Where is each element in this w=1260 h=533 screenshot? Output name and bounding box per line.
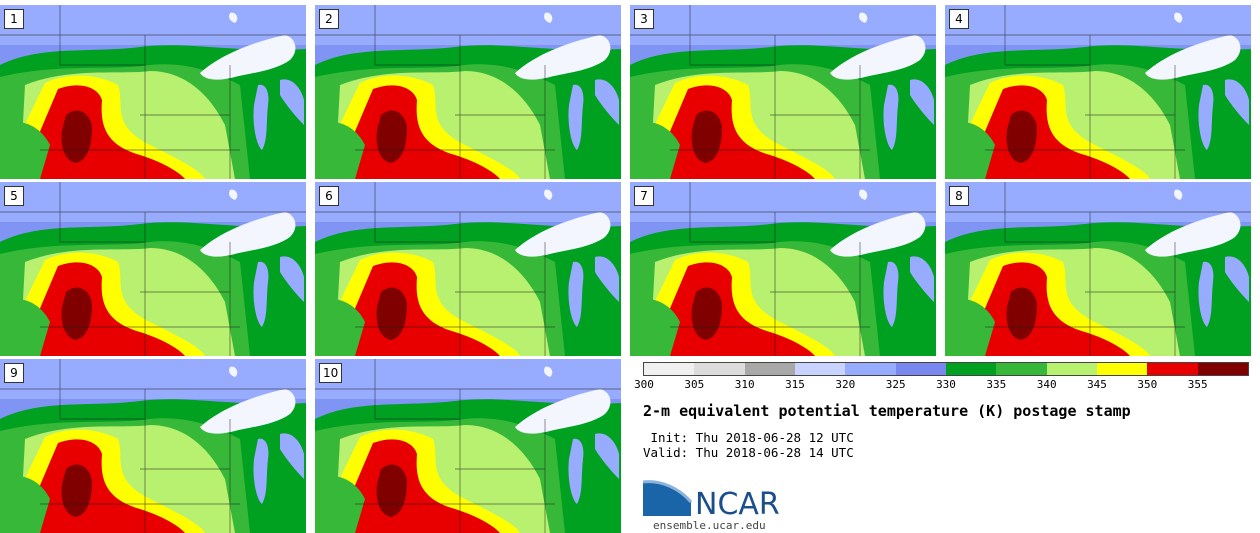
colorbar-ticks: 300 305 310 315 320 325 330 335 340 345 350 355: [634, 378, 1249, 392]
colorbar-tick-label: 315: [785, 378, 805, 391]
colorbar-segment: [1096, 363, 1148, 375]
ensemble-member-map: 10: [315, 359, 621, 533]
map-image: [315, 182, 621, 356]
member-label: 2: [319, 9, 339, 29]
colorbar-tick-label: 325: [885, 378, 906, 391]
colorbar-segment: [644, 363, 695, 375]
map-image: [0, 359, 306, 533]
map-image: [630, 5, 936, 179]
chart-title: 2-m equivalent potential temperature (K)…: [643, 402, 1131, 420]
member-label: 10: [319, 363, 343, 383]
colorbar-segment: [694, 363, 745, 375]
ensemble-member-map: 3: [630, 5, 936, 179]
colorbar-tick-label: 340: [1036, 378, 1057, 391]
colorbar-tick-label: 320: [835, 378, 856, 391]
member-label: 6: [319, 186, 339, 206]
colorbar-segment: [1046, 363, 1097, 375]
map-image: [0, 5, 306, 179]
map-image: [0, 182, 306, 356]
colorbar-segment: [996, 363, 1047, 375]
colorbar-tick-label: 345: [1087, 378, 1107, 391]
colorbar-tick-label: 300: [634, 378, 654, 391]
ensemble-member-map: 9: [0, 359, 306, 533]
logo-url: ensemble.ucar.edu: [653, 519, 766, 532]
ensemble-member-map: 4: [945, 5, 1251, 179]
colorbar-tick-label: 330: [936, 378, 956, 391]
colorbar-segment: [1197, 363, 1248, 375]
member-label: 5: [4, 186, 24, 206]
colorbar-tick-label: 310: [734, 378, 755, 391]
ncar-logo: NCAR: [642, 478, 793, 522]
colorbar-segment: [945, 363, 997, 375]
init-time: Init: Thu 2018-06-28 12 UTC: [643, 430, 854, 445]
member-label: 9: [4, 363, 24, 383]
member-label: 4: [949, 9, 969, 29]
map-image: [630, 182, 936, 356]
member-label: 8: [949, 186, 969, 206]
valid-time: Valid: Thu 2018-06-28 14 UTC: [643, 445, 854, 460]
map-image: [315, 359, 621, 533]
ensemble-member-map: 6: [315, 182, 621, 356]
colorbar-tick-label: 305: [684, 378, 705, 391]
map-image: [945, 182, 1251, 356]
colorbar-tick-label: 355: [1187, 378, 1208, 391]
colorbar-tick-label: 335: [986, 378, 1007, 391]
ensemble-member-map: 8: [945, 182, 1251, 356]
colorbar-segment: [895, 363, 946, 375]
member-label: 3: [634, 9, 654, 29]
member-label: 7: [634, 186, 654, 206]
colorbar-segment: [744, 363, 795, 375]
ensemble-member-map: 5: [0, 182, 306, 356]
ensemble-member-map: 7: [630, 182, 936, 356]
ensemble-member-map: 1: [0, 5, 306, 179]
member-label: 1: [4, 9, 24, 29]
colorbar-segment: [794, 363, 846, 375]
colorbar-segment: [1147, 363, 1198, 375]
map-image: [945, 5, 1251, 179]
ncar-logo-text: NCAR: [695, 487, 780, 520]
colorbar-tick-label: 350: [1137, 378, 1158, 391]
map-image: [315, 5, 621, 179]
colorbar-segment: [845, 363, 896, 375]
colorbar: [643, 362, 1249, 376]
ensemble-member-map: 2: [315, 5, 621, 179]
